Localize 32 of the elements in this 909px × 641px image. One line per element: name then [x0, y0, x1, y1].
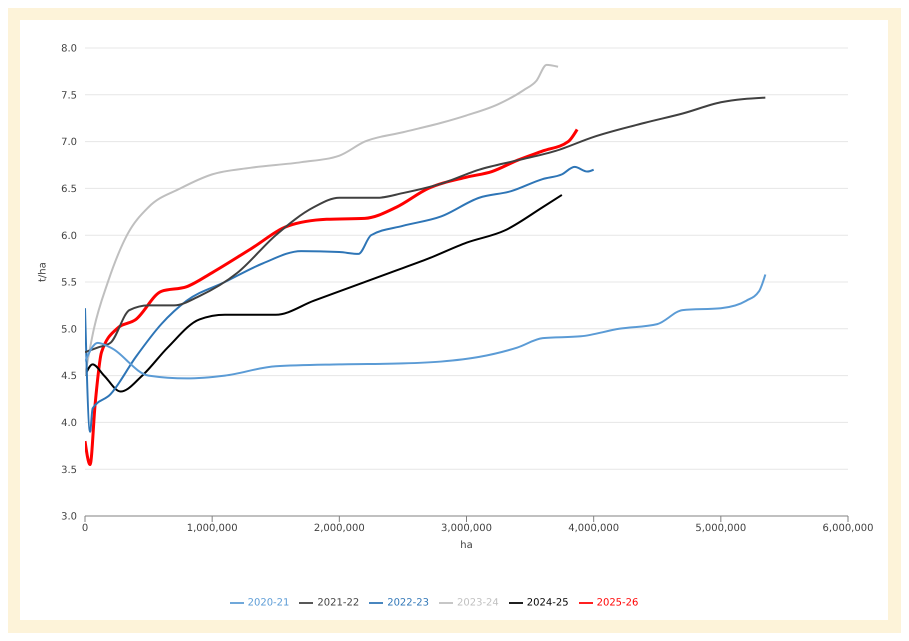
- x-tick-label: 4,000,000: [568, 523, 620, 534]
- legend-label: 2023-24: [457, 598, 499, 609]
- y-tick-label: 6.0: [61, 230, 77, 242]
- y-tick-label: 3.5: [61, 464, 77, 476]
- y-tick-label: 7.0: [61, 137, 77, 148]
- legend-label: 2024-25: [526, 598, 569, 609]
- x-tick-label: 2,000,000: [314, 523, 365, 534]
- y-tick-label: 5.0: [61, 324, 77, 336]
- x-tick-label: 3,000,000: [441, 523, 492, 534]
- y-tick-label: 7.5: [61, 90, 77, 102]
- legend-label: 2025-26: [596, 598, 638, 609]
- legend-label: 2021-22: [317, 598, 360, 609]
- y-tick-label: 5.5: [61, 278, 77, 289]
- y-tick-label: 4.0: [61, 418, 77, 429]
- line-series: [85, 96, 766, 354]
- line-series: [85, 64, 560, 377]
- legend-label: 2020-21: [248, 598, 290, 609]
- x-tick-label: 6,000,000: [822, 523, 874, 534]
- x-axis-title: ha: [460, 540, 473, 551]
- y-tick-label: 4.5: [61, 371, 77, 382]
- y-tick-label: 6.5: [61, 184, 77, 195]
- line-series: [85, 194, 563, 393]
- y-tick-label: 3.0: [61, 512, 77, 523]
- line-series: [85, 128, 579, 466]
- legend-label: 2022-23: [387, 598, 429, 609]
- line-series: [85, 166, 595, 433]
- line-series: [85, 274, 766, 380]
- x-tick-label: 1,000,000: [186, 523, 238, 534]
- x-tick-label: 5,000,000: [695, 523, 746, 534]
- x-tick-label: 0: [82, 523, 88, 534]
- y-tick-label: 8.0: [61, 44, 77, 55]
- y-axis-title: t/ha: [38, 262, 49, 282]
